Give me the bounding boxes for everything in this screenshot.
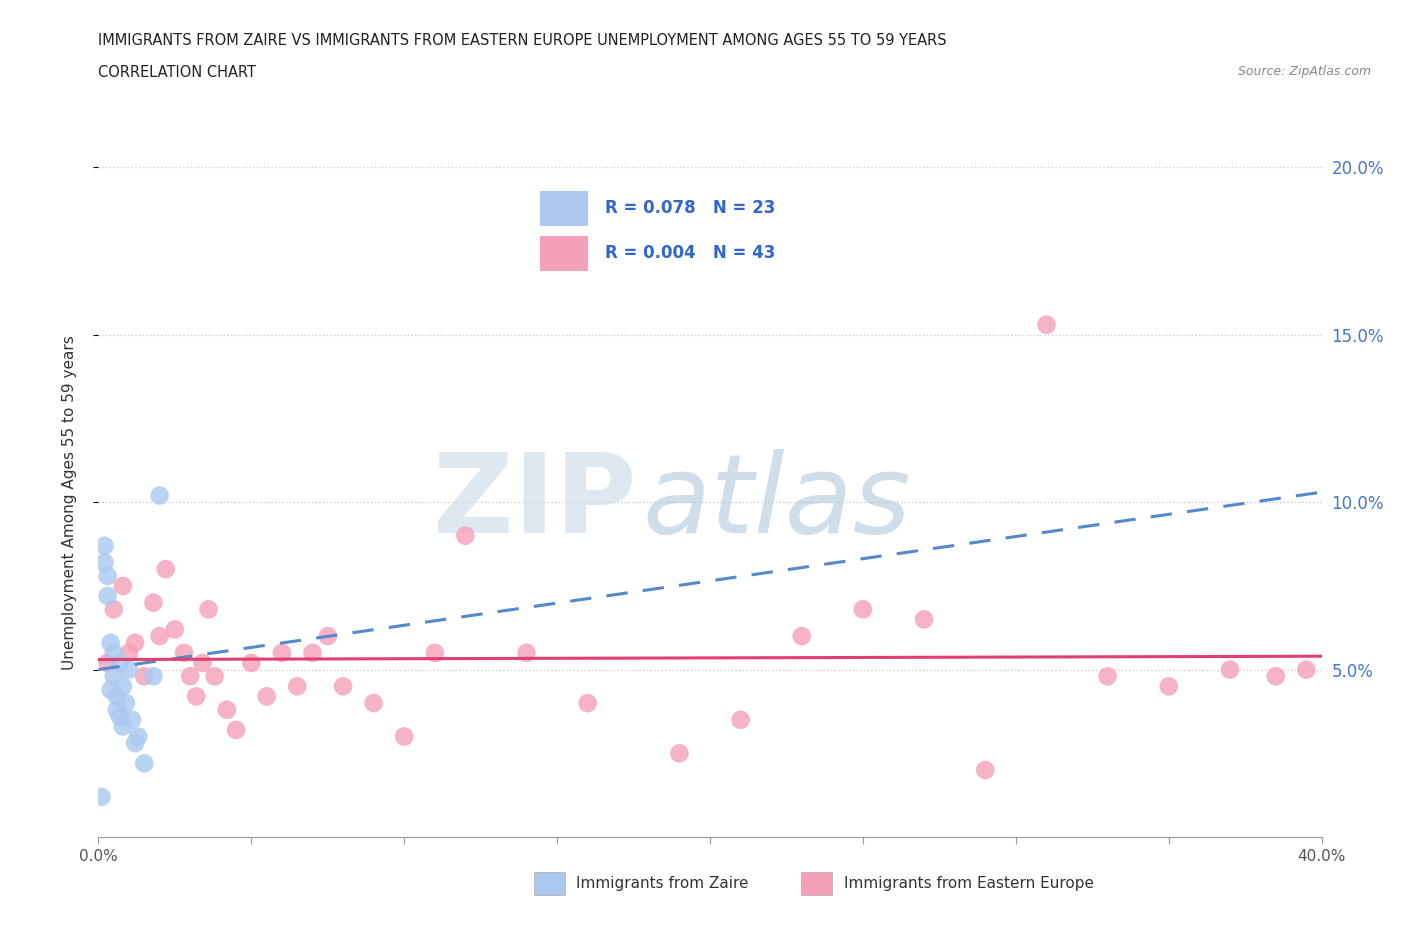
Point: [93, 555, 115, 570]
Point: [115, 696, 138, 711]
Bar: [801, 872, 832, 895]
Point: [852, 602, 875, 617]
Point: [301, 645, 323, 660]
Point: [111, 679, 134, 694]
Point: [90, 790, 112, 804]
Point: [186, 689, 208, 704]
Point: [142, 595, 165, 610]
Point: [285, 679, 308, 694]
Point: [124, 736, 146, 751]
Point: [1264, 669, 1286, 684]
Point: [1295, 662, 1317, 677]
Point: [256, 689, 278, 704]
Point: [111, 578, 134, 593]
Point: [173, 645, 195, 660]
Point: [270, 645, 292, 660]
Point: [97, 568, 120, 583]
Point: [111, 719, 134, 734]
Point: [1157, 679, 1180, 694]
Point: [332, 679, 354, 694]
Point: [142, 669, 165, 684]
Point: [516, 645, 538, 660]
Y-axis label: Unemployment Among Ages 55 to 59 years: Unemployment Among Ages 55 to 59 years: [62, 335, 77, 670]
Point: [97, 656, 120, 671]
Point: [1219, 662, 1241, 677]
Point: [225, 723, 247, 737]
Point: [103, 645, 125, 660]
Point: [93, 538, 115, 553]
Point: [197, 602, 219, 617]
Point: [105, 689, 128, 704]
Point: [392, 729, 416, 744]
Point: [121, 712, 143, 727]
Point: [668, 746, 690, 761]
Point: [100, 635, 122, 650]
Point: [155, 562, 177, 577]
Point: [163, 622, 186, 637]
Point: [100, 683, 122, 698]
Point: [149, 488, 172, 503]
Point: [118, 662, 141, 677]
Point: [576, 696, 599, 711]
Point: [103, 669, 125, 684]
Point: [127, 729, 149, 744]
Point: [1035, 317, 1057, 332]
Text: Immigrants from Eastern Europe: Immigrants from Eastern Europe: [844, 876, 1094, 891]
Point: [149, 629, 172, 644]
Point: [454, 528, 477, 543]
Text: CORRELATION CHART: CORRELATION CHART: [98, 65, 256, 80]
Point: [363, 696, 385, 711]
Point: [97, 589, 120, 604]
Point: [134, 669, 156, 684]
Point: [108, 709, 131, 724]
Point: [108, 656, 131, 671]
Point: [118, 645, 141, 660]
Point: [730, 712, 752, 727]
Point: [204, 669, 226, 684]
Text: Source: ZipAtlas.com: Source: ZipAtlas.com: [1237, 65, 1371, 78]
Bar: [534, 872, 565, 895]
Point: [105, 702, 128, 717]
Point: [134, 756, 156, 771]
Point: [103, 602, 125, 617]
Point: [974, 763, 997, 777]
Point: [179, 669, 201, 684]
Point: [423, 645, 446, 660]
Text: ZIP: ZIP: [433, 448, 637, 556]
Point: [316, 629, 339, 644]
Point: [1097, 669, 1119, 684]
Point: [912, 612, 935, 627]
Point: [191, 656, 214, 671]
Text: Immigrants from Zaire: Immigrants from Zaire: [576, 876, 749, 891]
Text: atlas: atlas: [643, 448, 911, 556]
Point: [124, 635, 146, 650]
Point: [215, 702, 238, 717]
Point: [240, 656, 263, 671]
Point: [790, 629, 813, 644]
Text: IMMIGRANTS FROM ZAIRE VS IMMIGRANTS FROM EASTERN EUROPE UNEMPLOYMENT AMONG AGES : IMMIGRANTS FROM ZAIRE VS IMMIGRANTS FROM…: [98, 33, 948, 47]
